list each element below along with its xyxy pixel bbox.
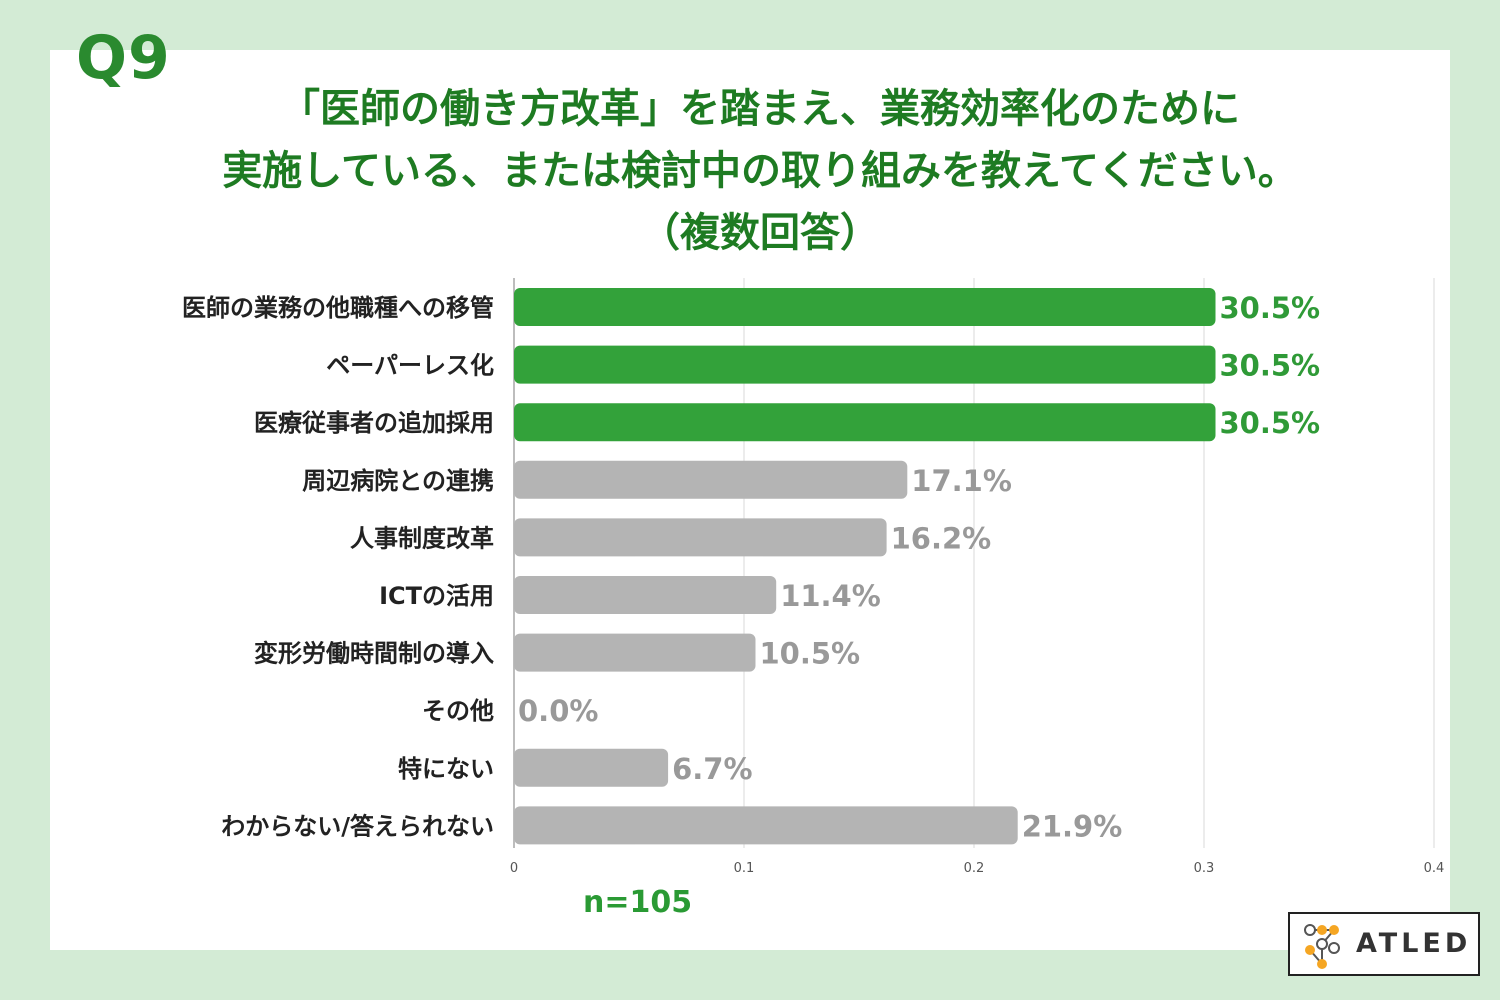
bar (514, 633, 756, 672)
x-tick-label: 0.2 (964, 861, 985, 876)
category-label: 変形労働時間制の導入 (254, 640, 494, 668)
data-label: 30.5% (1220, 406, 1321, 440)
data-label: 21.9% (1022, 809, 1123, 843)
data-label: 17.1% (911, 464, 1012, 498)
bar (514, 748, 669, 787)
data-label: 11.4% (780, 579, 881, 613)
data-label: 16.2% (891, 521, 992, 555)
category-label: 医師の業務の他職種への移管 (182, 294, 494, 322)
bar (514, 288, 1216, 326)
title-line-2: 実施している、または検討中の取り組みを教えてください。 (222, 148, 1298, 194)
bar (514, 806, 1018, 845)
chart-title: 「医師の働き方改革」を踏まえ、業務効率化のために 実施している、または検討中の取… (100, 78, 1420, 264)
sample-size-label: n=105 (583, 885, 693, 920)
category-label: その他 (422, 697, 494, 725)
data-label: 0.0% (518, 694, 598, 728)
x-tick-label: 0.1 (734, 861, 755, 876)
bar (514, 345, 1216, 384)
data-label: 10.5% (760, 637, 861, 671)
atled-logo: ATLED (1288, 912, 1480, 976)
x-tick-label: 0.3 (1194, 861, 1215, 876)
chart-panel (50, 50, 1450, 950)
logo-text: ATLED (1356, 928, 1472, 959)
bar (514, 576, 777, 614)
category-label: ICTの活用 (379, 582, 494, 610)
logo-icon (1304, 924, 1340, 969)
bar (514, 518, 887, 557)
title-line-1: 「医師の働き方改革」を踏まえ、業務効率化のために (280, 86, 1240, 132)
data-label: 30.5% (1220, 349, 1321, 383)
category-label: 特にない (398, 755, 494, 783)
x-tick-label: 0 (510, 861, 518, 876)
x-tick-label: 0.4 (1424, 861, 1445, 876)
category-label: わからない/答えられない (221, 812, 494, 840)
data-label: 6.7% (672, 752, 752, 786)
bar (514, 403, 1216, 442)
data-label: 30.5% (1220, 291, 1321, 325)
category-label: 周辺病院との連携 (302, 467, 494, 495)
bar (514, 460, 908, 499)
question-number: Q9 (76, 23, 171, 93)
title-line-3: （複数回答） (640, 210, 880, 256)
category-label: 医療従事者の追加採用 (254, 409, 494, 437)
category-label: 人事制度改革 (350, 524, 494, 552)
category-label: ペーパーレス化 (326, 352, 494, 380)
